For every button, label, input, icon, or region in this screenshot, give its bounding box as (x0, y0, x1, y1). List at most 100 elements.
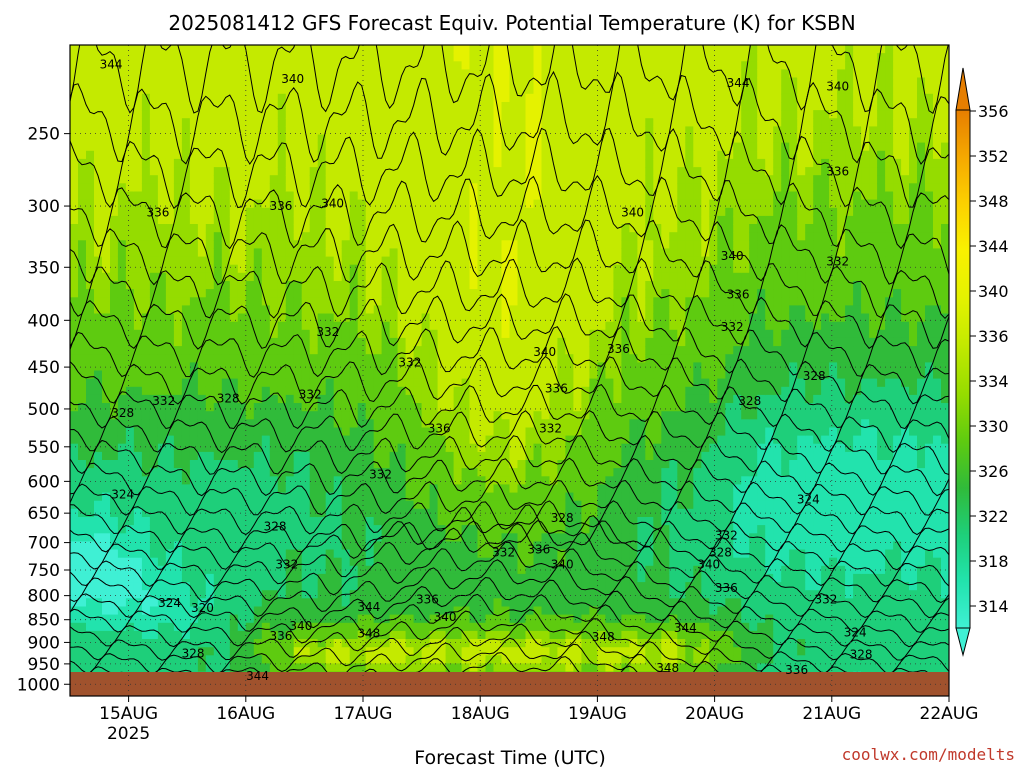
field-cell (429, 590, 439, 599)
field-cell (405, 590, 415, 599)
field-cell (253, 394, 263, 404)
field-cell (557, 134, 566, 144)
field-cell (397, 93, 407, 103)
field-cell (141, 167, 151, 176)
field-cell (405, 134, 415, 144)
field-cell (141, 606, 151, 616)
field-cell (541, 102, 551, 111)
field-cell (309, 272, 319, 282)
field-cell (133, 630, 143, 640)
field-cell (533, 150, 543, 160)
field-cell (149, 199, 159, 209)
field-cell (110, 525, 119, 534)
field-cell (565, 264, 574, 274)
field-cell (293, 346, 303, 355)
field-cell (525, 484, 535, 494)
field-cell (421, 460, 431, 469)
field-cell (229, 517, 239, 526)
field-cell (413, 549, 423, 559)
field-cell (477, 394, 487, 404)
field-cell (525, 346, 535, 355)
field-cell (405, 435, 415, 445)
field-cell (133, 45, 143, 54)
field-cell (110, 264, 119, 274)
field-cell (86, 248, 95, 258)
field-cell (78, 85, 87, 95)
field-cell (245, 435, 255, 445)
field-cell (141, 289, 151, 298)
field-cell (485, 630, 495, 640)
field-cell (94, 427, 103, 437)
field-cell (293, 427, 303, 437)
field-cell (341, 337, 351, 347)
field-cell (301, 215, 311, 225)
field-cell (493, 386, 503, 396)
field-cell (461, 630, 471, 640)
field-cell (333, 199, 343, 209)
field-cell (421, 329, 431, 339)
field-cell (445, 525, 455, 534)
field-cell (237, 630, 247, 640)
field-cell (237, 606, 247, 616)
field-cell (533, 321, 543, 331)
field-cell (189, 69, 199, 79)
field-cell (389, 158, 399, 168)
field-cell (397, 337, 407, 347)
field-cell (549, 142, 559, 152)
field-cell (237, 378, 247, 388)
field-cell (229, 443, 239, 453)
field-cell (469, 533, 479, 542)
field-cell (325, 110, 335, 119)
field-cell (309, 630, 319, 640)
field-cell (197, 435, 207, 445)
field-cell (117, 573, 127, 583)
field-cell (389, 232, 399, 241)
field-cell (102, 264, 111, 274)
field-cell (325, 77, 335, 87)
field-cell (213, 573, 223, 583)
field-cell (389, 305, 399, 315)
field-cell (301, 305, 311, 315)
field-cell (413, 118, 423, 127)
field-cell (157, 150, 167, 160)
field-cell (110, 427, 119, 437)
field-cell (485, 403, 495, 412)
field-cell (189, 110, 199, 119)
field-cell (301, 45, 311, 54)
field-cell (157, 468, 167, 477)
field-cell (477, 118, 487, 127)
field-cell (221, 85, 231, 95)
field-cell (205, 150, 215, 160)
field-cell (293, 102, 303, 111)
field-cell (493, 110, 503, 119)
field-cell (213, 606, 223, 616)
field-cell (365, 158, 375, 168)
field-cell (221, 313, 231, 323)
field-cell (261, 232, 271, 241)
field-cell (485, 557, 495, 567)
field-cell (149, 142, 159, 152)
field-cell (293, 630, 303, 640)
field-cell (437, 370, 447, 380)
field-cell (78, 403, 87, 412)
field-cell (485, 183, 495, 192)
field-cell (237, 85, 247, 95)
field-cell (533, 460, 543, 469)
field-cell (149, 362, 159, 372)
field-cell (197, 150, 207, 160)
field-cell (165, 126, 175, 136)
field-cell (525, 622, 535, 632)
field-cell (189, 329, 199, 339)
field-cell (325, 305, 335, 315)
field-cell (493, 175, 503, 184)
field-cell (189, 557, 199, 567)
field-cell (78, 61, 87, 70)
field-cell (149, 647, 159, 656)
field-cell (565, 272, 574, 282)
field-cell (325, 346, 335, 355)
field-cell (110, 557, 119, 567)
field-cell (149, 321, 159, 331)
field-cell (493, 541, 503, 551)
field-cell (277, 517, 287, 526)
field-cell (437, 118, 447, 127)
